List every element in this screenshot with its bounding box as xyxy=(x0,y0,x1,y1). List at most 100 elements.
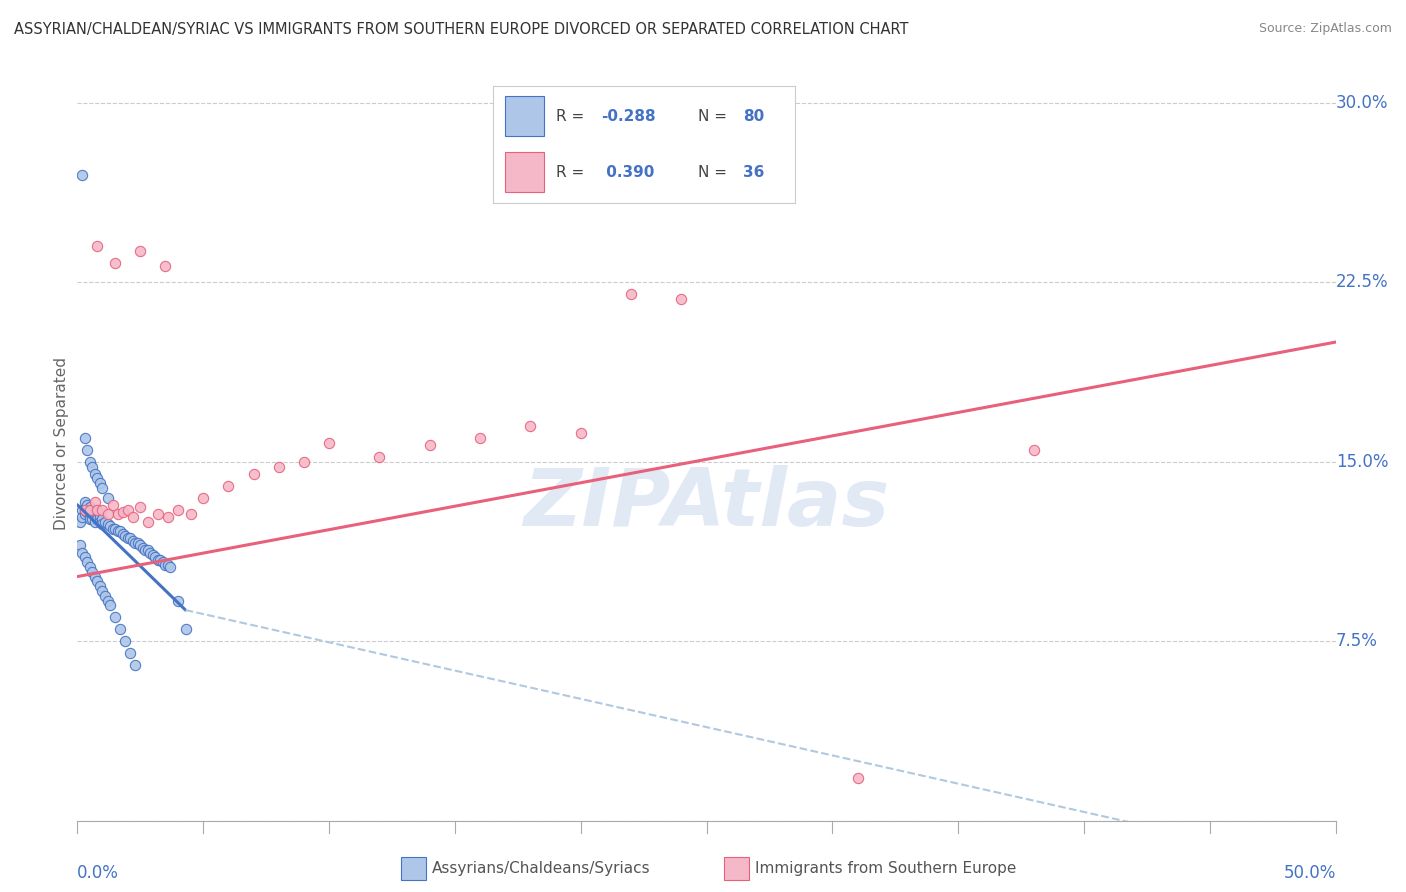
Point xyxy=(101,522,124,536)
Point xyxy=(156,509,179,524)
Point xyxy=(89,509,111,524)
Text: 30.0%: 30.0% xyxy=(1336,94,1388,112)
Text: 22.5%: 22.5% xyxy=(1336,273,1388,292)
Point xyxy=(73,550,96,565)
Point xyxy=(159,560,181,574)
Point xyxy=(519,418,541,433)
Point xyxy=(91,502,114,516)
Point xyxy=(152,555,174,569)
Point xyxy=(73,502,96,516)
Point xyxy=(117,502,139,516)
Point xyxy=(174,622,197,636)
Point xyxy=(69,539,91,553)
Point xyxy=(167,593,190,607)
Point xyxy=(117,531,139,545)
Point xyxy=(79,502,101,516)
Point xyxy=(98,599,121,613)
Point xyxy=(146,508,169,522)
Point xyxy=(121,509,143,524)
Point xyxy=(419,438,441,452)
Point xyxy=(129,539,152,553)
Point xyxy=(76,555,98,569)
Point xyxy=(121,533,143,548)
Text: Immigrants from Southern Europe: Immigrants from Southern Europe xyxy=(755,862,1017,876)
Point xyxy=(468,431,491,445)
Point xyxy=(91,512,114,526)
Point xyxy=(84,505,107,519)
Point xyxy=(73,508,96,522)
Point xyxy=(139,546,162,560)
Point xyxy=(79,500,101,515)
Point xyxy=(82,512,104,526)
Point xyxy=(73,431,96,445)
Point xyxy=(89,476,111,491)
Point xyxy=(86,508,108,522)
Text: 15.0%: 15.0% xyxy=(1336,453,1388,471)
Point xyxy=(86,502,108,516)
Point xyxy=(86,239,108,253)
Point xyxy=(79,560,101,574)
Point xyxy=(89,515,111,529)
Point xyxy=(96,491,118,505)
Point xyxy=(134,543,156,558)
Point xyxy=(79,455,101,469)
Point xyxy=(94,589,117,603)
Point xyxy=(143,550,166,565)
Point xyxy=(156,558,179,572)
Point xyxy=(155,259,177,273)
Point xyxy=(76,442,98,457)
Point xyxy=(107,508,129,522)
Point xyxy=(84,467,107,481)
Point xyxy=(73,495,96,509)
Point xyxy=(120,646,142,660)
Point xyxy=(107,524,129,538)
Point xyxy=(91,481,114,495)
Point xyxy=(620,287,643,301)
Point xyxy=(136,543,159,558)
Point xyxy=(267,459,290,474)
Text: 50.0%: 50.0% xyxy=(1284,863,1336,881)
Point xyxy=(180,508,202,522)
Point xyxy=(84,509,107,524)
Point xyxy=(96,593,118,607)
Point xyxy=(129,244,152,259)
Point xyxy=(98,519,121,533)
Point xyxy=(132,541,155,555)
Text: 7.5%: 7.5% xyxy=(1336,632,1378,650)
Point xyxy=(124,536,146,550)
Point xyxy=(82,459,104,474)
Point xyxy=(94,515,117,529)
Point xyxy=(108,524,131,538)
Point xyxy=(155,558,177,572)
Point xyxy=(1022,442,1045,457)
Point xyxy=(569,425,592,440)
Point xyxy=(149,553,172,567)
Point xyxy=(104,610,127,624)
Point xyxy=(114,634,136,648)
Text: ZIPAtlas: ZIPAtlas xyxy=(523,465,890,543)
Point xyxy=(82,508,104,522)
Point xyxy=(72,168,94,182)
Point xyxy=(146,553,169,567)
Point xyxy=(129,500,152,515)
Point xyxy=(82,502,104,516)
Point xyxy=(292,455,315,469)
Point xyxy=(73,502,96,516)
Point xyxy=(368,450,391,464)
Point xyxy=(84,495,107,509)
Point xyxy=(111,526,134,541)
Point xyxy=(86,574,108,589)
Point xyxy=(96,508,118,522)
Point xyxy=(111,505,134,519)
Point xyxy=(72,546,94,560)
Point xyxy=(114,529,136,543)
Text: Assyrians/Chaldeans/Syriacs: Assyrians/Chaldeans/Syriacs xyxy=(432,862,650,876)
Point xyxy=(91,516,114,531)
Point xyxy=(124,658,146,673)
Point xyxy=(69,515,91,529)
Point xyxy=(191,491,215,505)
Point xyxy=(84,515,107,529)
Point xyxy=(79,509,101,524)
Text: ASSYRIAN/CHALDEAN/SYRIAC VS IMMIGRANTS FROM SOUTHERN EUROPE DIVORCED OR SEPARATE: ASSYRIAN/CHALDEAN/SYRIAC VS IMMIGRANTS F… xyxy=(14,22,908,37)
Point xyxy=(72,509,94,524)
